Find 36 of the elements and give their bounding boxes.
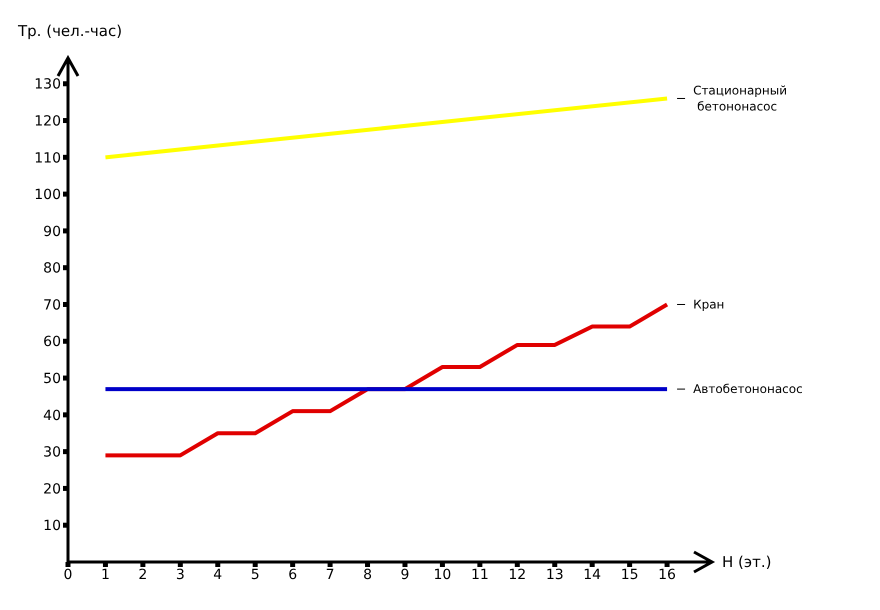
text: Стационарный бетононасос — [693, 83, 788, 114]
y-tick-label: 100 — [34, 187, 61, 204]
x-tick-label: 0 — [64, 566, 72, 583]
x-tick-label: 4 — [213, 566, 222, 583]
y-tick-label: 90 — [43, 224, 61, 240]
x-tick-label: 12 — [508, 566, 526, 583]
y-tick-label: 50 — [43, 371, 61, 388]
x-tick-label: 8 — [363, 566, 372, 583]
x-tick-label: 6 — [288, 566, 298, 583]
y-tick-label: 60 — [43, 334, 61, 350]
x-tick-label: 3 — [176, 566, 185, 583]
y-tick-label: 110 — [34, 150, 61, 166]
x-axis-title: Н (эт.) — [722, 553, 772, 571]
y-tick-label: 40 — [43, 408, 61, 424]
x-tick-label: 2 — [138, 566, 148, 583]
x-tick-label: 15 — [620, 566, 639, 583]
y-tick-label: 70 — [43, 297, 61, 314]
x-tick-label: 14 — [583, 566, 602, 583]
x-tick-label: 13 — [546, 566, 564, 583]
x-tick-label: 5 — [250, 566, 260, 583]
y-tick-label: 80 — [43, 260, 61, 277]
x-tick-label: 11 — [470, 566, 489, 583]
x-tick-label: 10 — [434, 566, 452, 583]
y-tick-label: 20 — [43, 481, 61, 498]
y-tick-label: 30 — [43, 444, 61, 461]
x-tick-label: 7 — [326, 566, 335, 583]
x-tick-label: 9 — [400, 566, 410, 583]
y-tick-label: 120 — [34, 114, 61, 130]
text: Автобетононасос — [693, 382, 803, 396]
y-axis-title: Тр. (чел.-час) — [17, 22, 122, 40]
x-tick-label: 16 — [658, 566, 676, 583]
x-tick-label: 1 — [100, 566, 110, 583]
line-series — [103, 302, 670, 458]
y-tick-label: 10 — [43, 518, 61, 534]
text: Кран — [693, 297, 724, 312]
y-tick-label: 130 — [34, 76, 61, 93]
